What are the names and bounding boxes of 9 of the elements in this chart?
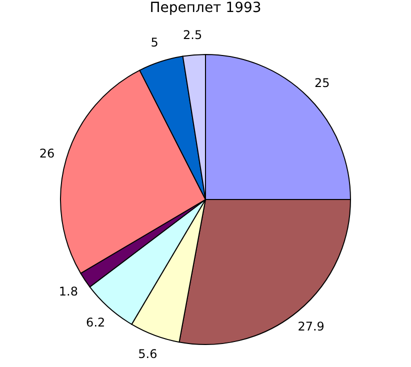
data-label: 5 [150,36,158,50]
data-label: 1.8 [58,284,78,298]
data-label: 27.9 [298,319,324,334]
data-label: 2.5 [183,28,202,42]
data-label: 6.2 [86,316,106,330]
data-label: 5.6 [138,347,158,362]
data-label: 25 [314,76,330,90]
data-label: 26 [39,146,55,160]
chart-title: Переплет 1993 [150,0,262,16]
